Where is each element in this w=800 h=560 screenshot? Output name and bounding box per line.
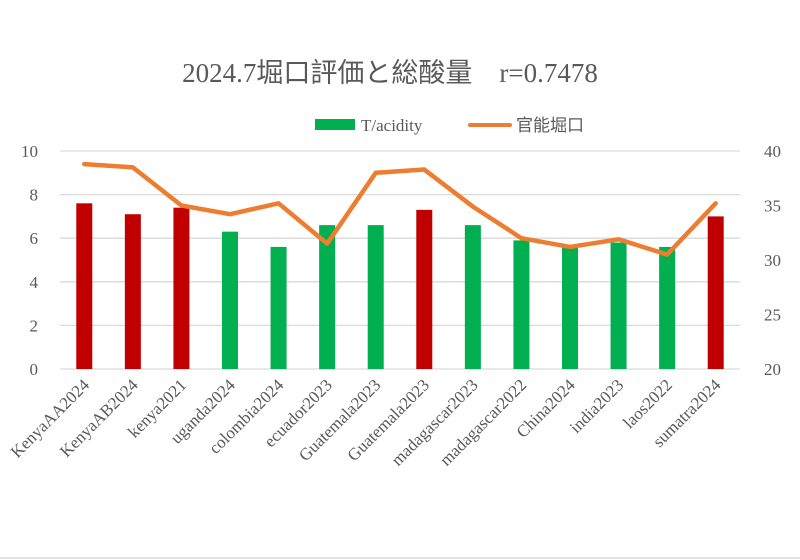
y-right-tick: 20 [764, 360, 781, 379]
bar [610, 242, 627, 369]
chart-title: 2024.7堀口評価と総酸量 r=0.7478 [182, 58, 598, 88]
y-left-tick: 4 [30, 273, 39, 292]
line-series [82, 161, 718, 257]
y-right-tick: 35 [764, 197, 781, 216]
bar [513, 240, 530, 369]
bar [124, 214, 141, 369]
bar [562, 246, 578, 369]
bar [707, 216, 724, 369]
x-category-label: madagascar2022 [436, 375, 530, 469]
legend-bar-label: T/acidity [361, 116, 423, 135]
legend: T/acidity 官能堀口 [315, 116, 584, 135]
y-right-tick: 25 [764, 306, 781, 325]
y-right-tick: 30 [764, 251, 781, 270]
bar [76, 203, 93, 369]
bar [319, 225, 336, 369]
y-left-tick: 0 [30, 360, 39, 379]
y-left-tick: 10 [21, 142, 38, 161]
bar [270, 246, 287, 369]
y-left-tick: 8 [30, 186, 39, 205]
x-category-label: madagascar2023 [387, 375, 481, 469]
y-right-tick: 40 [764, 142, 781, 161]
y-left-tick: 2 [30, 316, 39, 335]
bar [464, 225, 481, 369]
bar [173, 207, 190, 369]
x-category-label: india2023 [566, 375, 628, 437]
legend-bar-swatch [315, 119, 355, 130]
bar [659, 246, 676, 369]
bar [367, 225, 384, 369]
y-left-tick: 6 [30, 229, 39, 248]
bar [416, 209, 433, 369]
legend-line-label: 官能堀口 [516, 116, 584, 135]
bar [222, 231, 238, 369]
